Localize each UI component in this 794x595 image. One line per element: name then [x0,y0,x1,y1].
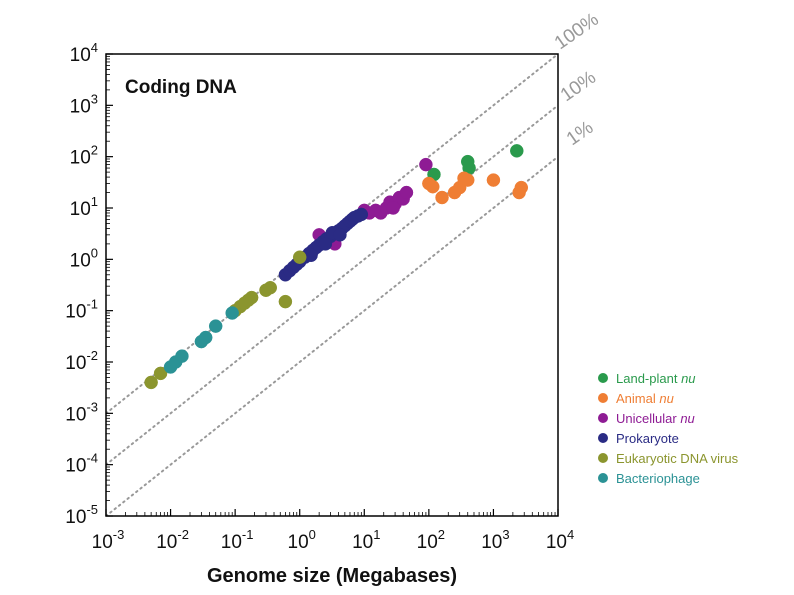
legend-marker [598,393,608,403]
y-tick-label-8: 103 [70,91,98,117]
legend-item-bacteriophage: Bacteriophage [598,468,788,488]
point-eukaryotic-dna-virus-0 [144,375,158,390]
legend-marker [598,453,608,463]
point-unicellular-12 [386,201,400,215]
legend-item-prokaryote: Prokaryote [598,428,788,448]
x-axis-label: Genome size (Megabases) [207,565,457,587]
y-tick-label-1: 10-4 [65,451,98,477]
point-bacteriophage-4 [198,330,213,345]
legend-item-land-plant: Land-plant nu [598,368,788,388]
x-tick-labels: 10-3 10-2 10-1 100 101 102 103 104 [92,527,575,553]
legend-label: Unicellular nu [616,410,695,426]
point-eukaryotic-dna-virus-1 [153,366,168,381]
point-eukaryotic-dna-virus-6 [244,290,259,305]
point-prokaryote-23 [304,248,318,263]
legend-item-eukaryotic-dna-virus: Eukaryotic DNA virus [598,448,788,468]
legend-marker [598,473,608,483]
x-tick-label-5: 102 [417,527,445,553]
x-tick-label-1: 10-2 [156,527,189,553]
chart-title: Coding DNA [125,77,237,98]
y-tick-label-2: 10-3 [65,399,98,425]
y-tick-label-7: 102 [70,143,98,169]
legend-label: Prokaryote [616,430,679,446]
x-tick-label-6: 103 [481,527,509,553]
point-animal-1 [426,179,440,194]
reference-line-label-2: 1% [563,117,598,150]
point-eukaryotic-dna-virus-10 [292,250,307,264]
point-animal-2 [435,190,449,205]
point-animal-7 [486,173,501,187]
point-bacteriophage-6 [225,306,239,320]
reference-line-2 [106,155,558,516]
reference-lines [106,54,558,516]
axis-ticks [105,53,559,517]
y-tick-labels: 10-5 10-4 10-3 10-2 10-1 100 101 102 103 104 [65,40,98,528]
x-tick-label-2: 10-1 [221,527,254,553]
legend-marker [598,373,608,383]
point-prokaryote-22 [354,207,369,222]
point-unicellular-11 [399,185,414,200]
x-tick-label-7: 104 [546,527,574,553]
point-unicellular-13 [419,157,433,172]
x-tick-label-4: 101 [352,527,380,553]
x-tick-label-0: 10-3 [92,527,125,553]
plot-frame [105,53,559,517]
y-tick-label-3: 10-2 [65,348,98,374]
legend-item-animal: Animal nu [598,388,788,408]
legend-label: Animal nu [616,390,674,406]
legend-label: Bacteriophage [616,470,700,486]
y-tick-label-9: 104 [70,40,98,66]
reference-line-1 [106,104,558,466]
reference-line-label-1: 10% [557,67,600,106]
y-tick-label-5: 100 [70,245,98,271]
x-tick-label-3: 100 [288,527,316,553]
legend-label: Land-plant nu [616,370,696,386]
legend-marker [598,433,608,443]
point-bacteriophage-5 [208,319,223,333]
legend-item-unicellular: Unicellular nu [598,408,788,428]
point-bacteriophage-2 [175,349,189,363]
y-tick-label-6: 101 [70,194,98,220]
legend: Land-plant nu Animal nu Unicellular nu Prok… [598,368,788,488]
reference-line-label-0: 100% [551,9,603,54]
point-eukaryotic-dna-virus-9 [278,294,293,309]
legend-label: Eukaryotic DNA virus [616,450,739,466]
point-prokaryote-24 [318,237,333,251]
data-points [144,144,529,390]
point-prokaryote-26 [333,228,347,242]
point-animal-6 [460,173,475,187]
y-tick-label-0: 10-5 [65,502,98,528]
point-animal-9 [514,180,529,195]
point-land-plant-3 [510,144,524,158]
legend-marker [598,413,608,423]
y-tick-label-4: 10-1 [65,297,98,323]
point-eukaryotic-dna-virus-8 [263,280,278,295]
